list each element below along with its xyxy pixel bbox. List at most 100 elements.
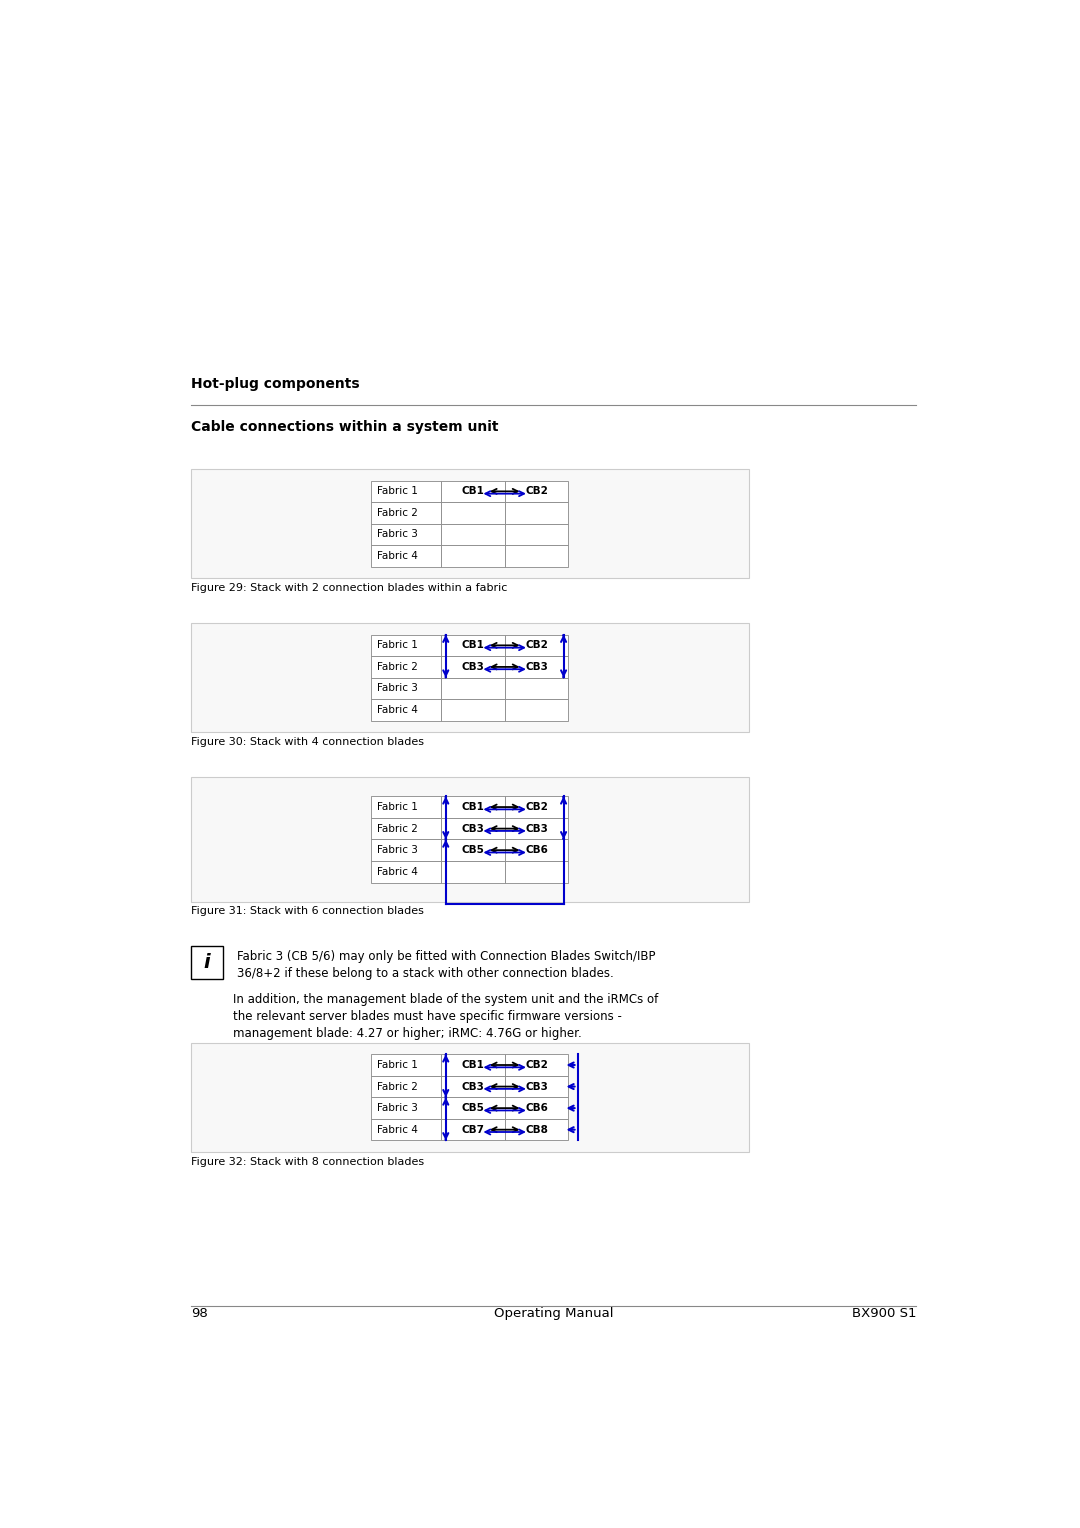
Bar bbox=[441, 817, 504, 839]
Bar bbox=[441, 1097, 504, 1118]
Text: CB5: CB5 bbox=[461, 845, 484, 856]
Text: Hot-plug components: Hot-plug components bbox=[191, 377, 360, 391]
Bar bbox=[372, 817, 441, 839]
Text: Fabric 1: Fabric 1 bbox=[377, 486, 418, 497]
Bar bbox=[441, 700, 504, 721]
Bar bbox=[372, 503, 441, 524]
Bar bbox=[191, 946, 224, 979]
Bar bbox=[372, 1097, 441, 1118]
Bar bbox=[504, 503, 568, 524]
Text: Fabric 3 (CB 5/6) may only be fitted with Connection Blades Switch/IBP
36/8+2 if: Fabric 3 (CB 5/6) may only be fitted wit… bbox=[238, 949, 656, 979]
Text: CB3: CB3 bbox=[525, 1082, 548, 1091]
Bar bbox=[441, 503, 504, 524]
Text: CB6: CB6 bbox=[525, 1103, 548, 1112]
Text: CB2: CB2 bbox=[525, 1060, 548, 1070]
Bar bbox=[441, 545, 504, 567]
Bar bbox=[372, 839, 441, 860]
Text: Fabric 3: Fabric 3 bbox=[377, 1103, 418, 1112]
Bar bbox=[441, 678, 504, 700]
Text: CB2: CB2 bbox=[525, 802, 548, 811]
Text: i: i bbox=[204, 953, 211, 972]
Bar bbox=[372, 796, 441, 817]
Bar bbox=[441, 634, 504, 656]
Bar bbox=[372, 1076, 441, 1097]
Text: CB8: CB8 bbox=[525, 1125, 548, 1135]
Text: Fabric 2: Fabric 2 bbox=[377, 1082, 418, 1091]
Bar bbox=[372, 634, 441, 656]
Bar bbox=[504, 1076, 568, 1097]
Text: CB3: CB3 bbox=[461, 824, 484, 834]
Bar bbox=[191, 778, 748, 902]
Text: Figure 29: Stack with 2 connection blades within a fabric: Figure 29: Stack with 2 connection blade… bbox=[191, 584, 508, 593]
Bar bbox=[504, 839, 568, 860]
Bar bbox=[504, 634, 568, 656]
Text: Fabric 3: Fabric 3 bbox=[377, 845, 418, 856]
Text: CB1: CB1 bbox=[461, 640, 484, 651]
Bar bbox=[441, 1076, 504, 1097]
Text: CB7: CB7 bbox=[461, 1125, 485, 1135]
Text: Fabric 1: Fabric 1 bbox=[377, 802, 418, 811]
Text: Fabric 2: Fabric 2 bbox=[377, 662, 418, 672]
Bar bbox=[504, 678, 568, 700]
Bar bbox=[372, 481, 441, 503]
Bar bbox=[504, 817, 568, 839]
Bar bbox=[191, 469, 748, 579]
Text: Fabric 4: Fabric 4 bbox=[377, 866, 418, 877]
Bar bbox=[441, 656, 504, 678]
Text: Fabric 3: Fabric 3 bbox=[377, 683, 418, 694]
Bar bbox=[504, 1118, 568, 1140]
Text: Operating Manual: Operating Manual bbox=[494, 1306, 613, 1320]
Text: CB2: CB2 bbox=[525, 486, 548, 497]
Text: CB1: CB1 bbox=[461, 1060, 484, 1070]
Text: Fabric 2: Fabric 2 bbox=[377, 824, 418, 834]
Text: BX900 S1: BX900 S1 bbox=[852, 1306, 916, 1320]
Bar bbox=[504, 545, 568, 567]
Text: CB1: CB1 bbox=[461, 486, 484, 497]
Bar bbox=[441, 839, 504, 860]
Text: CB2: CB2 bbox=[525, 640, 548, 651]
Bar bbox=[441, 1118, 504, 1140]
Bar bbox=[504, 796, 568, 817]
Bar bbox=[504, 860, 568, 883]
Bar bbox=[441, 1054, 504, 1076]
Text: Fabric 3: Fabric 3 bbox=[377, 530, 418, 539]
Bar bbox=[191, 623, 748, 732]
Text: CB3: CB3 bbox=[525, 824, 548, 834]
Bar bbox=[372, 1118, 441, 1140]
Text: Figure 32: Stack with 8 connection blades: Figure 32: Stack with 8 connection blade… bbox=[191, 1157, 424, 1167]
Bar bbox=[504, 481, 568, 503]
Bar bbox=[372, 1054, 441, 1076]
Bar bbox=[504, 524, 568, 545]
Bar bbox=[504, 700, 568, 721]
Bar bbox=[441, 796, 504, 817]
Text: In addition, the management blade of the system unit and the iRMCs of
the releva: In addition, the management blade of the… bbox=[233, 993, 659, 1039]
Text: CB1: CB1 bbox=[461, 802, 484, 811]
Text: Fabric 4: Fabric 4 bbox=[377, 704, 418, 715]
Text: CB3: CB3 bbox=[525, 662, 548, 672]
Bar bbox=[504, 1054, 568, 1076]
Bar bbox=[441, 860, 504, 883]
Bar bbox=[372, 860, 441, 883]
Bar bbox=[441, 524, 504, 545]
Text: Fabric 4: Fabric 4 bbox=[377, 552, 418, 561]
Bar bbox=[372, 545, 441, 567]
Text: Fabric 4: Fabric 4 bbox=[377, 1125, 418, 1135]
Bar bbox=[372, 678, 441, 700]
Text: CB3: CB3 bbox=[461, 662, 484, 672]
Text: Figure 30: Stack with 4 connection blades: Figure 30: Stack with 4 connection blade… bbox=[191, 736, 423, 747]
Text: Figure 31: Stack with 6 connection blades: Figure 31: Stack with 6 connection blade… bbox=[191, 906, 423, 917]
Text: CB5: CB5 bbox=[461, 1103, 484, 1112]
Text: Fabric 2: Fabric 2 bbox=[377, 507, 418, 518]
Bar bbox=[372, 700, 441, 721]
Text: Fabric 1: Fabric 1 bbox=[377, 1060, 418, 1070]
Text: CB6: CB6 bbox=[525, 845, 548, 856]
Text: Fabric 1: Fabric 1 bbox=[377, 640, 418, 651]
Bar bbox=[191, 1042, 748, 1152]
Bar bbox=[372, 524, 441, 545]
Text: CB3: CB3 bbox=[461, 1082, 484, 1091]
Text: 98: 98 bbox=[191, 1306, 207, 1320]
Bar bbox=[504, 656, 568, 678]
Bar bbox=[441, 481, 504, 503]
Text: Cable connections within a system unit: Cable connections within a system unit bbox=[191, 420, 498, 434]
Bar bbox=[372, 656, 441, 678]
